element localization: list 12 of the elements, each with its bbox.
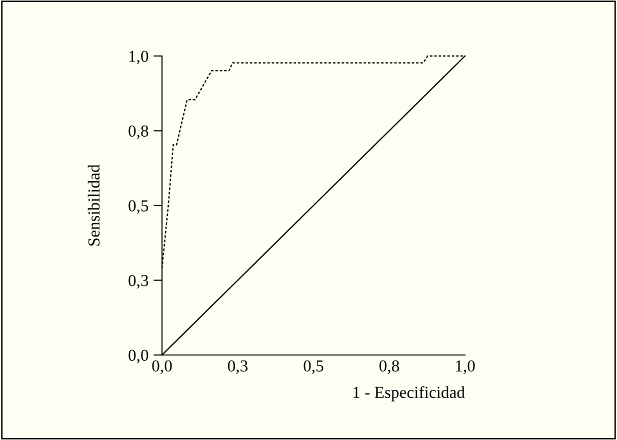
y-axis-title: Sensibilidad (88, 164, 100, 246)
y-tick-label: 0,8 (128, 125, 148, 140)
x-tick-label: 0,0 (152, 360, 172, 374)
x-tick-label: 1,0 (456, 360, 475, 374)
y-tick-label: 0,3 (128, 274, 148, 289)
x-tick-label: 0,3 (228, 360, 248, 374)
y-tick-label: 0,0 (128, 350, 148, 364)
x-tick-label: 0,5 (304, 360, 324, 374)
y-tick-label: 1,0 (129, 50, 148, 64)
y-tick-label: 0,5 (128, 200, 148, 214)
x-axis-title: 1 - Especificidad (354, 386, 465, 402)
x-tick-label: 0,8 (379, 360, 400, 374)
